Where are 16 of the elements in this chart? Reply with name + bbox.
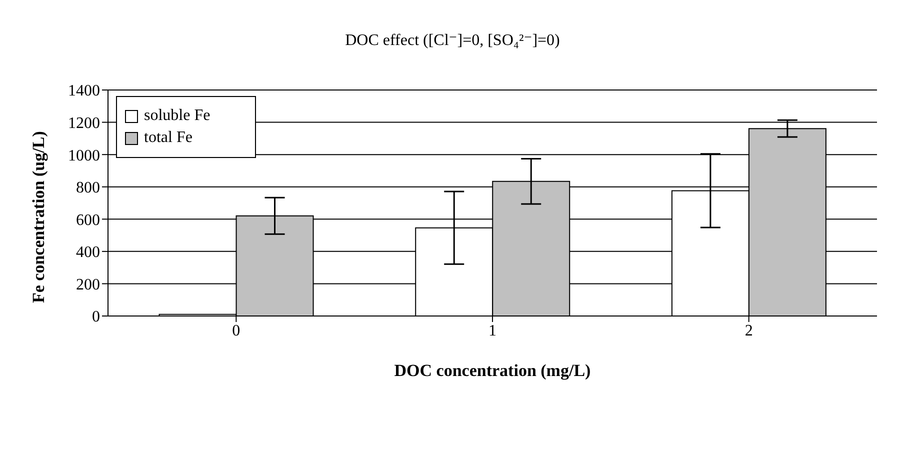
y-tick-label: 1200 — [68, 114, 100, 132]
x-tick-label: 2 — [744, 322, 753, 340]
chart-title: DOC effect ([Cl⁻]=0, [SO₄²⁻]=0) — [344, 31, 561, 50]
legend-label: soluble Fe — [144, 107, 210, 125]
y-axis-title: Fe concentration (ug/L) — [29, 131, 48, 303]
y-tick-label: 600 — [76, 212, 100, 229]
y-tick-label: 200 — [76, 276, 100, 294]
y-tick-label: 400 — [76, 244, 100, 262]
y-tick-label: 1400 — [68, 82, 100, 100]
legend-label: total Fe — [144, 129, 192, 147]
y-tick-label: 1000 — [68, 147, 100, 164]
y-tick-label: 0 — [92, 308, 100, 326]
y-tick-label: 800 — [76, 180, 100, 197]
x-axis-title: DOC concentration (mg/L) — [394, 361, 591, 380]
x-tick-label: 0 — [232, 322, 240, 340]
x-tick-label: 1 — [488, 322, 496, 340]
